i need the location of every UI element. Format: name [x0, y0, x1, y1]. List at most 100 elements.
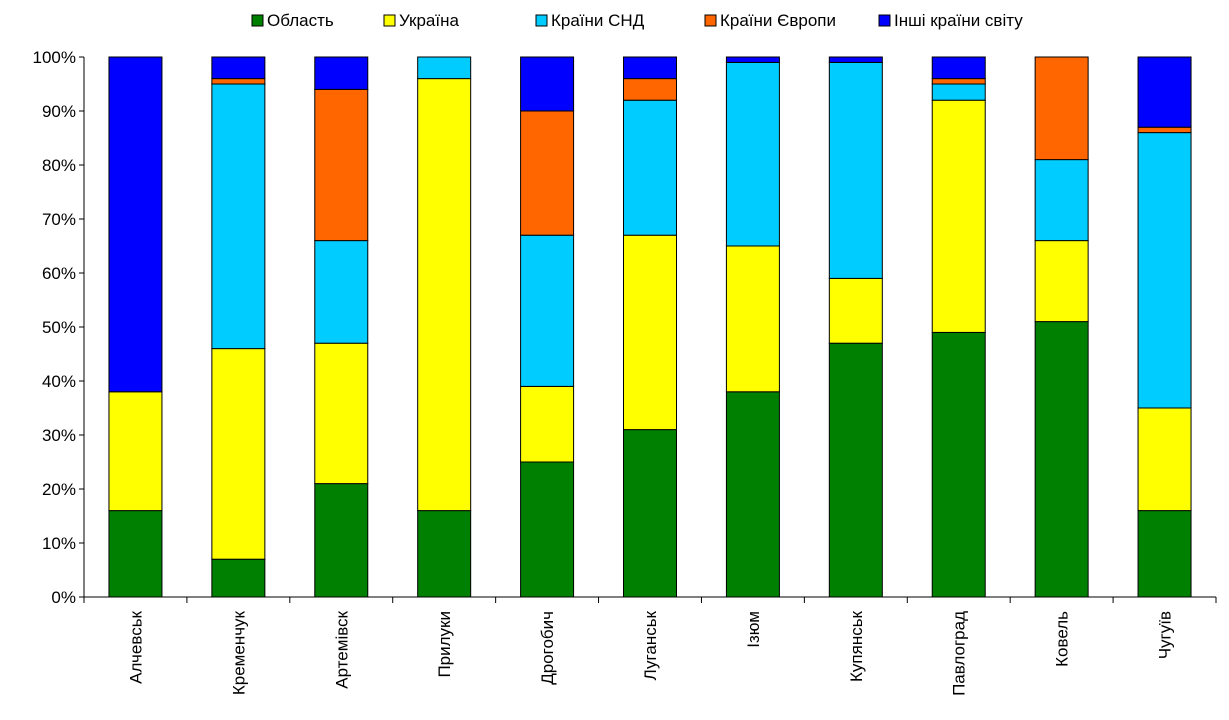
x-category-label: Дрогобич [538, 611, 557, 685]
x-category-label: Ізюм [744, 611, 763, 648]
bar-segment [725, 56, 780, 63]
bar-segment [314, 56, 369, 90]
legend-swatch [535, 14, 548, 27]
legend-item: Україна [383, 11, 459, 30]
bar-segment [828, 342, 883, 598]
x-category-label: Луганськ [641, 610, 660, 680]
y-tick-label: 90% [42, 102, 76, 121]
bar-segment [1137, 407, 1192, 512]
bar-segment [1034, 321, 1089, 598]
y-tick-label: 10% [42, 534, 76, 553]
bar-segment [931, 56, 986, 80]
bar-segment [520, 56, 575, 112]
bar-segment [520, 461, 575, 598]
x-category-label: Чугуїв [1156, 611, 1175, 659]
bar-segment [314, 240, 369, 344]
bar-stack [725, 56, 780, 598]
x-category-label: Купянськ [847, 610, 866, 682]
legend-label: Країни СНД [551, 11, 645, 30]
bar-segment [725, 245, 780, 393]
legend-swatch [251, 14, 264, 27]
y-tick-label: 70% [42, 210, 76, 229]
legend-label: Україна [399, 11, 459, 30]
legend-label: Країни Європи [720, 11, 836, 30]
bar-segment [314, 483, 369, 598]
bar-segment [1137, 56, 1192, 128]
chart-legend: Область Україна Країни СНД Країни Європи Інш… [251, 11, 1023, 30]
bar-stack [1137, 56, 1192, 598]
legend-swatch [704, 14, 717, 27]
bar-segment [725, 391, 780, 598]
bar-segment [211, 83, 266, 350]
bar-segment [417, 78, 472, 512]
bar-segment [725, 61, 780, 247]
y-tick-label: 50% [42, 318, 76, 337]
bar-stack [520, 56, 575, 598]
bar-segment [623, 78, 677, 101]
y-tick-label: 30% [42, 426, 76, 445]
bar-segment [108, 56, 163, 393]
bar-segment [931, 78, 986, 85]
bars-area [108, 56, 1192, 598]
bar-segment [1034, 56, 1089, 161]
bar-segment [417, 510, 472, 598]
bar-segment [314, 88, 369, 242]
legend-item: Інші країни світу [878, 11, 1023, 30]
bar-stack [828, 56, 883, 598]
bar-segment [520, 385, 575, 463]
bar-segment [931, 331, 986, 598]
y-tick-label: 20% [42, 480, 76, 499]
bar-segment [211, 78, 266, 85]
x-axis: Алчевськ Кременчук Артемівск Прилуки Дрогоби… [83, 596, 1217, 696]
bar-segment [623, 429, 677, 598]
legend-item: Країни СНД [535, 11, 645, 30]
x-category-label: Павлоград [950, 611, 969, 696]
legend-swatch [878, 14, 891, 27]
bar-segment [1034, 240, 1089, 323]
bar-segment [520, 234, 575, 387]
legend-label: Інші країни світу [894, 11, 1023, 30]
bar-segment [828, 56, 883, 63]
bar-segment [314, 342, 369, 485]
bar-segment [623, 234, 677, 431]
legend-item: Область [251, 11, 334, 30]
x-category-label: Артемівск [332, 610, 351, 688]
bar-segment [108, 391, 163, 512]
bar-segment [828, 277, 883, 344]
bar-segment [1034, 159, 1089, 242]
bar-segment [623, 99, 677, 236]
bar-segment [623, 56, 677, 80]
y-axis: 0% 10% 20% 30% 40% 50% 60% 70% 80% 90% 100% [33, 48, 85, 607]
bar-segment [108, 510, 163, 598]
bar-segment [828, 61, 883, 279]
bar-segment [417, 56, 472, 80]
bar-segment [1137, 132, 1192, 409]
bar-stack [314, 56, 369, 598]
bar-segment [211, 348, 266, 560]
legend-swatch [383, 14, 396, 27]
x-category-label: Прилуки [435, 611, 454, 678]
bar-stack [931, 56, 986, 598]
legend-item: Країни Європи [704, 11, 836, 30]
legend-label: Область [267, 11, 334, 30]
x-category-label: Алчевськ [126, 610, 145, 683]
y-tick-label: 80% [42, 156, 76, 175]
bar-stack [211, 56, 266, 598]
bar-stack [108, 56, 163, 598]
x-category-label: Кременчук [229, 610, 248, 695]
bar-segment [211, 558, 266, 598]
y-tick-label: 40% [42, 372, 76, 391]
y-tick-label: 60% [42, 264, 76, 283]
bar-segment [520, 110, 575, 236]
y-tick-label: 100% [33, 48, 76, 67]
y-tick-label: 0% [51, 588, 76, 607]
x-category-label: Ковель [1053, 611, 1072, 667]
bar-segment [931, 83, 986, 101]
bar-segment [931, 99, 986, 333]
bar-segment [1137, 510, 1192, 598]
bar-segment [1137, 126, 1192, 134]
bar-stack [1034, 56, 1089, 598]
bar-segment [211, 56, 266, 80]
bar-stack [417, 56, 472, 598]
